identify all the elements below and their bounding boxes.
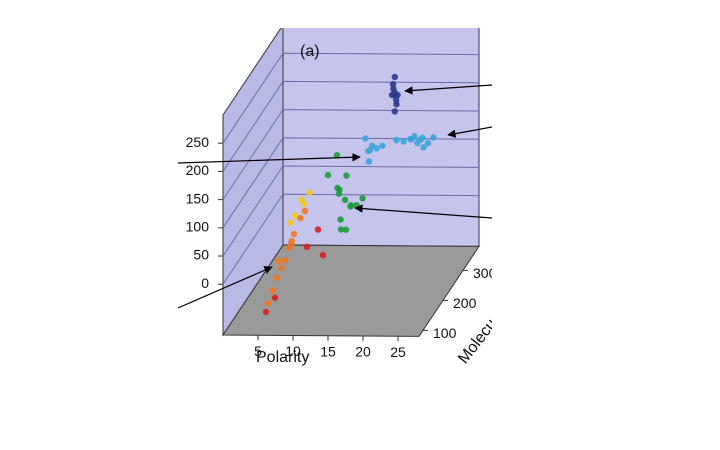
grid-line — [222, 193, 480, 285]
point — [269, 287, 276, 294]
point — [388, 91, 396, 99]
point — [424, 140, 432, 147]
point — [287, 219, 294, 226]
floor — [222, 244, 480, 337]
point — [337, 216, 344, 223]
plot-area: 0 50 100 150 200 250 5 10 15 20 25 100 200 300 — [186, 28, 497, 360]
point — [343, 172, 350, 179]
point — [262, 308, 270, 316]
x-tick-label: 5 — [254, 343, 262, 359]
point — [391, 108, 398, 115]
x-axis-label: Polarity — [256, 349, 309, 366]
z-tick-label: 250 — [186, 134, 210, 150]
point — [347, 202, 355, 209]
x-tick-label: 25 — [390, 344, 406, 360]
arrow — [178, 153, 361, 164]
point — [407, 135, 414, 143]
point — [285, 244, 293, 251]
point — [393, 101, 400, 108]
point — [306, 189, 313, 196]
point — [365, 147, 372, 155]
z-tick-label: 0 — [201, 275, 209, 291]
point — [362, 135, 369, 142]
arrow — [404, 84, 492, 95]
point — [394, 91, 401, 99]
point — [337, 226, 345, 233]
point — [271, 294, 279, 301]
point — [333, 152, 341, 159]
z-tick-label: 50 — [193, 247, 209, 263]
point — [342, 226, 350, 233]
point — [301, 207, 309, 215]
point — [290, 230, 298, 238]
point — [341, 196, 349, 204]
y-tick-label: 200 — [453, 295, 477, 311]
point — [282, 256, 289, 264]
point — [273, 274, 281, 282]
point — [334, 184, 341, 192]
point — [335, 190, 343, 197]
point — [264, 300, 272, 307]
point — [291, 212, 299, 219]
z-tick-label: 200 — [186, 162, 210, 178]
panel-label: (a) — [300, 43, 320, 60]
point — [379, 142, 386, 149]
y-axis-label: Molecu — [455, 316, 500, 367]
arrow — [354, 204, 492, 219]
point — [389, 80, 397, 88]
point — [419, 134, 426, 141]
point — [303, 243, 311, 251]
point — [298, 196, 305, 203]
grid-line — [222, 165, 480, 257]
arrow — [447, 126, 492, 138]
x-tick-label: 20 — [355, 344, 371, 360]
grid-line — [222, 80, 480, 172]
point — [359, 195, 366, 202]
y-tick-label: 100 — [433, 325, 457, 341]
point — [288, 237, 295, 245]
y-tick-label: 300 — [473, 265, 497, 281]
point — [297, 214, 304, 222]
grid-line — [222, 52, 480, 144]
z-tick-label: 150 — [186, 190, 210, 206]
point — [324, 171, 332, 179]
point — [365, 158, 373, 165]
point — [420, 144, 427, 151]
point — [319, 251, 327, 259]
arrow — [178, 266, 273, 309]
point — [373, 145, 380, 152]
x-tick-label: 15 — [320, 343, 336, 359]
point — [400, 138, 407, 145]
point — [391, 73, 398, 81]
z-tick-label: 100 — [186, 219, 210, 235]
point — [275, 257, 282, 265]
point — [393, 136, 400, 144]
point — [353, 201, 360, 209]
point — [278, 264, 285, 272]
grid-line — [222, 109, 480, 200]
point — [430, 134, 437, 141]
point — [314, 226, 322, 233]
point — [414, 139, 421, 147]
x-tick-label: 10 — [285, 343, 301, 359]
